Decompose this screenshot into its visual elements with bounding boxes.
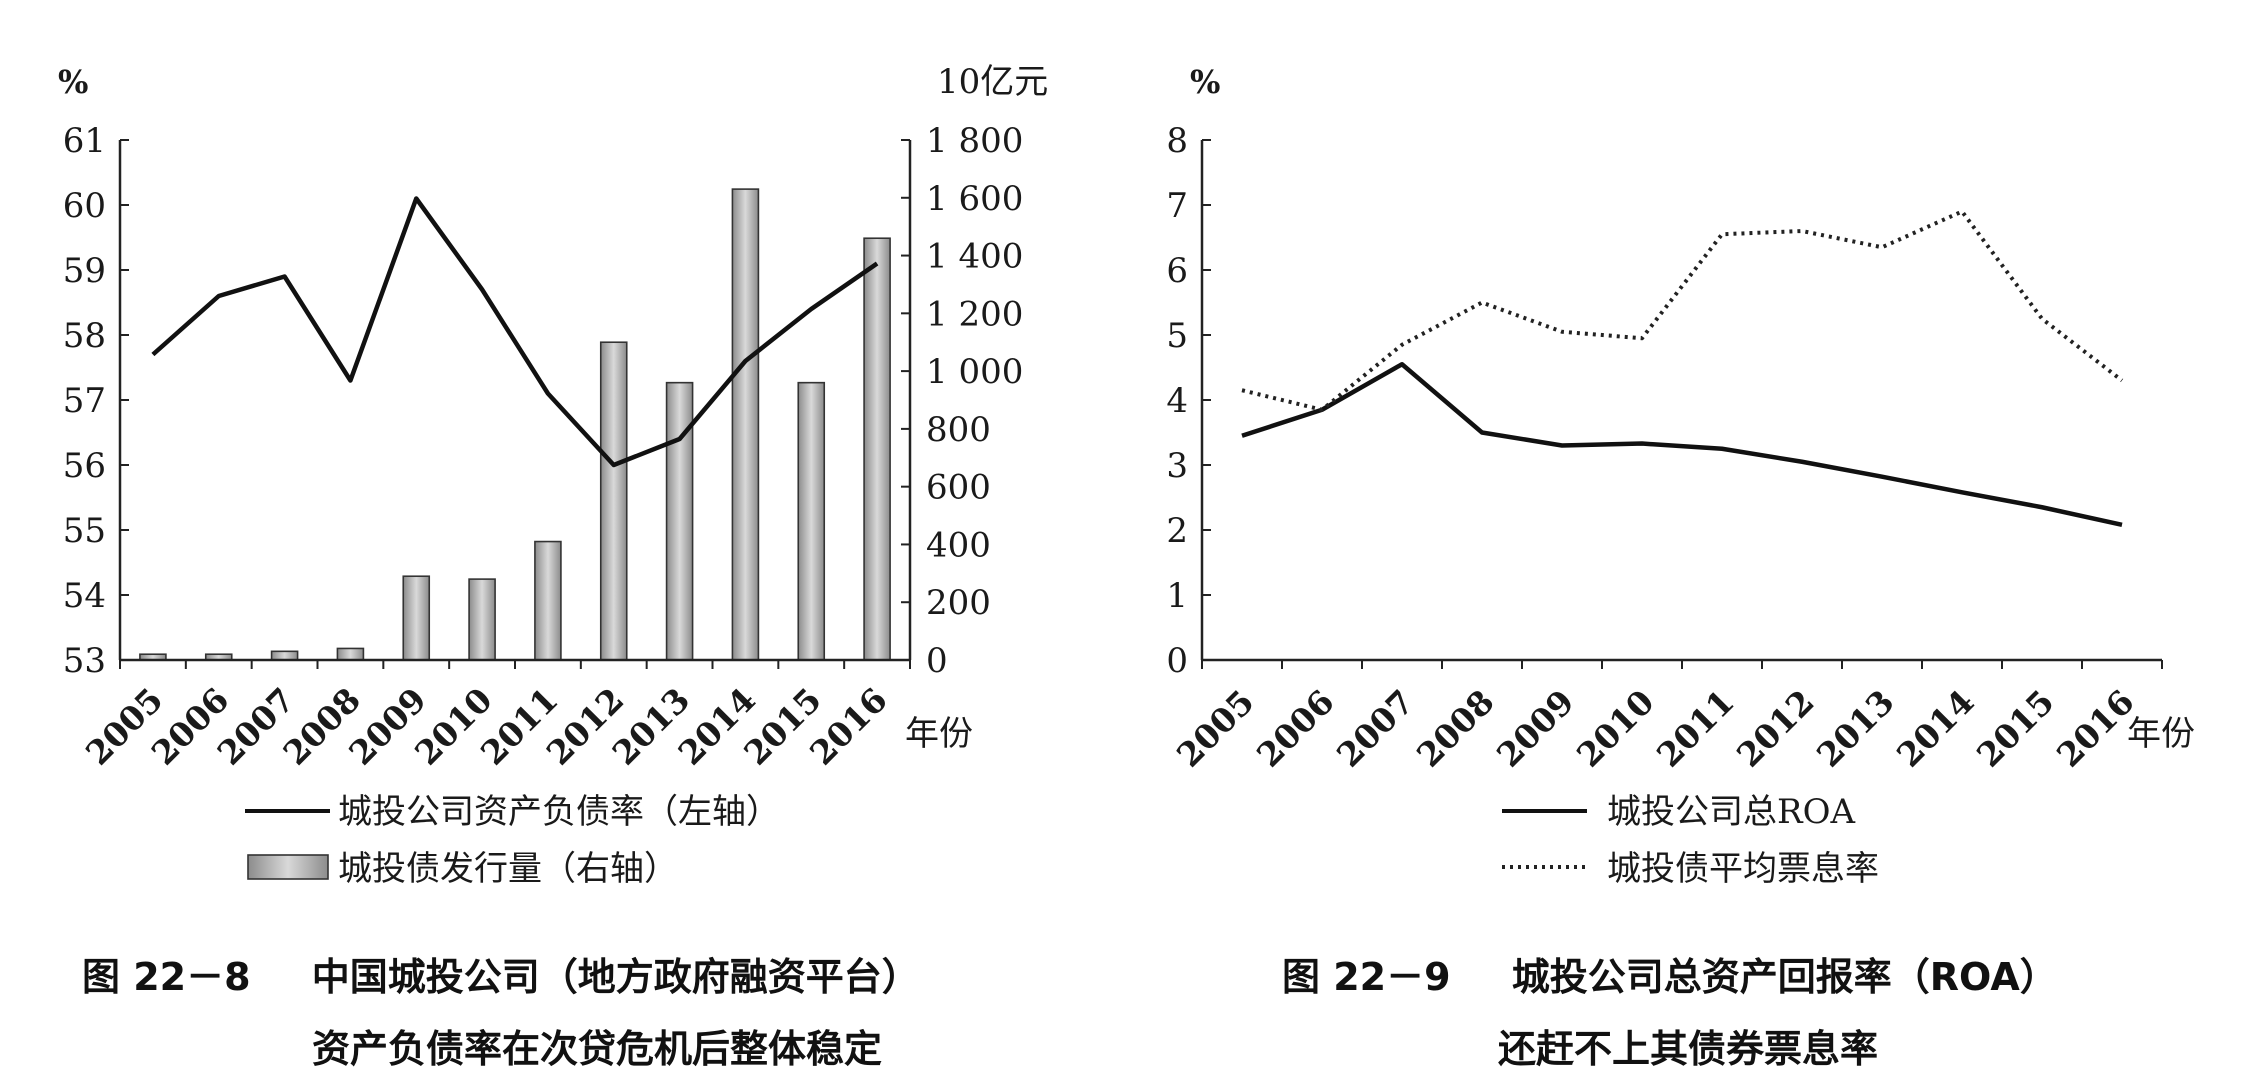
legend-bar-label: 城投债发行量（右轴） bbox=[338, 849, 678, 889]
bar-issuance-2015 bbox=[797, 381, 826, 661]
x-axis-unit: 年份 bbox=[2127, 714, 2195, 754]
x-axis-unit: 年份 bbox=[905, 714, 973, 754]
bar-issuance-2008 bbox=[336, 647, 365, 661]
bar-issuance-2009 bbox=[402, 575, 431, 661]
y-tick-label: 1 bbox=[1166, 576, 1188, 616]
y-tick-label: 5 bbox=[1166, 316, 1188, 356]
caption-line2: 资产负债率在次贷危机后整体稳定 bbox=[312, 1027, 883, 1071]
y-axis-unit: % bbox=[1190, 63, 1220, 101]
left-tick-label: 58 bbox=[63, 316, 106, 356]
y-tick-label: 7 bbox=[1166, 186, 1188, 226]
x-tick-label-2008: 2008 bbox=[1409, 682, 1502, 775]
right-tick-label: 600 bbox=[926, 468, 991, 508]
x-tick-label-2011: 2011 bbox=[1649, 682, 1742, 775]
right-tick-label: 1 600 bbox=[926, 179, 1023, 219]
y-tick-label: 0 bbox=[1166, 641, 1188, 681]
bar-issuance-2007 bbox=[270, 650, 299, 661]
left-axis-unit: % bbox=[58, 63, 88, 101]
right-tick-label: 1 800 bbox=[926, 121, 1023, 161]
y-tick-label: 8 bbox=[1166, 121, 1188, 161]
left-tick-label: 61 bbox=[63, 121, 106, 161]
left-tick-label: 55 bbox=[63, 511, 106, 551]
line-leverage-ratio bbox=[151, 196, 879, 468]
x-tick-label-2006: 2006 bbox=[1249, 682, 1342, 775]
chart-fig22-8: 53 54 55 56 57 58 59 60 61% 0 200 400 600 800 1 000 1 2… bbox=[58, 62, 1048, 889]
x-tick-label-2005: 2005 bbox=[1169, 682, 1262, 775]
left-tick-label: 54 bbox=[63, 576, 106, 616]
caption-line1: 城投公司总资产回报率（ROA） bbox=[1511, 955, 2058, 999]
bar-issuance-2014 bbox=[731, 188, 760, 661]
bar-issuance-2010 bbox=[468, 578, 496, 661]
x-tick-label-2014: 2014 bbox=[1889, 682, 1982, 775]
y-tick-label: 6 bbox=[1166, 251, 1188, 291]
y-tick-label: 3 bbox=[1166, 446, 1188, 486]
left-tick-label: 56 bbox=[63, 446, 106, 486]
right-tick-label: 1 400 bbox=[926, 237, 1023, 277]
bar-issuance-2011 bbox=[534, 540, 562, 661]
caption-line1: 中国城投公司（地方政府融资平台） bbox=[311, 955, 920, 999]
chart-fig22-9: 012345678%200520062007200820092010201120… bbox=[1166, 63, 2195, 889]
left-tick-label: 60 bbox=[63, 186, 106, 226]
caption-fig22-8: 图 22－8 中国城投公司（地方政府融资平台） bbox=[82, 958, 920, 996]
x-tick-label-2012: 2012 bbox=[1729, 682, 1822, 775]
right-tick-label: 1 200 bbox=[926, 294, 1023, 334]
legend-dotted-label: 城投债平均票息率 bbox=[1607, 849, 1879, 889]
right-tick-label: 1 000 bbox=[926, 352, 1023, 392]
bar-issuance-2016 bbox=[863, 237, 891, 661]
caption-fig22-9: 图 22－9 城投公司总资产回报率（ROA） bbox=[1282, 958, 2058, 996]
x-tick-label-2007: 2007 bbox=[1329, 682, 1422, 775]
right-tick-label: 200 bbox=[926, 583, 991, 623]
x-tick-label-2013: 2013 bbox=[1809, 682, 1902, 775]
x-tick-label-2016: 2016 bbox=[802, 680, 895, 773]
bar-issuance-2013 bbox=[665, 381, 694, 661]
x-tick-label-2015: 2015 bbox=[1969, 682, 2062, 775]
right-tick-label: 0 bbox=[926, 641, 948, 681]
caption-number: 图 22－8 bbox=[82, 955, 251, 999]
legend-line-label: 城投公司资产负债率（左轴） bbox=[338, 792, 780, 832]
caption-fig22-9-line2: 还赶不上其债券票息率 bbox=[1498, 1030, 1878, 1068]
right-axis-unit: 10亿元 bbox=[937, 62, 1048, 102]
y-tick-label: 4 bbox=[1166, 381, 1188, 421]
left-tick-label: 53 bbox=[63, 641, 106, 681]
legend-bar-swatch bbox=[247, 854, 329, 880]
caption-number: 图 22－9 bbox=[1282, 955, 1451, 999]
x-tick-label-2010: 2010 bbox=[1569, 682, 1662, 775]
right-tick-label: 400 bbox=[926, 525, 991, 565]
left-tick-label: 59 bbox=[63, 251, 106, 291]
caption-fig22-8-line2: 资产负债率在次贷危机后整体稳定 bbox=[312, 1030, 882, 1068]
legend-solid-label: 城投公司总ROA bbox=[1607, 792, 1855, 832]
line-roa bbox=[1241, 362, 2123, 527]
bar-issuance-2012 bbox=[599, 341, 628, 661]
right-tick-label: 800 bbox=[926, 410, 991, 450]
line-coupon-rate bbox=[1241, 209, 2124, 412]
x-tick-label-2009: 2009 bbox=[1489, 682, 1582, 775]
caption-line2: 还赶不上其债券票息率 bbox=[1498, 1027, 1879, 1071]
y-tick-label: 2 bbox=[1166, 511, 1188, 551]
left-tick-label: 57 bbox=[63, 381, 106, 421]
